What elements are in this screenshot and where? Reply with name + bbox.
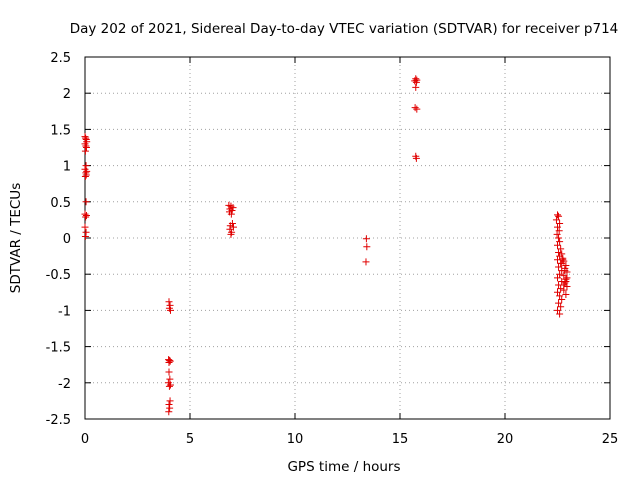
data-point-marker xyxy=(81,210,89,218)
plot-frame xyxy=(84,56,611,420)
y-tick-label: -1 xyxy=(58,304,71,319)
data-point-marker xyxy=(81,223,89,231)
y-tick-label: -1.5 xyxy=(46,341,71,356)
x-tick-label: 5 xyxy=(186,432,194,447)
y-tick-label: -2 xyxy=(58,377,71,392)
data-point-marker xyxy=(556,292,564,300)
data-point-marker xyxy=(411,104,419,112)
data-point-marker xyxy=(555,227,563,235)
data-point-marker xyxy=(412,83,420,91)
data-point-marker xyxy=(81,172,89,180)
data-point-marker xyxy=(226,225,234,233)
data-point-marker xyxy=(82,162,90,170)
data-point-marker xyxy=(81,133,89,141)
x-tick-label: 25 xyxy=(602,432,619,447)
y-tick-label: 2 xyxy=(63,87,71,102)
y-axis-label: SDTVAR / TECUs xyxy=(8,183,24,293)
data-point-marker xyxy=(82,134,90,142)
data-point-marker xyxy=(82,144,90,151)
data-point-marker xyxy=(166,306,174,314)
y-tick-label: -2.5 xyxy=(46,413,71,428)
chart-title: Day 202 of 2021, Sidereal Day-to-day VTE… xyxy=(70,21,619,37)
data-point-marker xyxy=(555,263,563,271)
data-point-marker xyxy=(82,228,90,236)
data-point-marker xyxy=(558,296,566,304)
x-tick-label: 0 xyxy=(81,432,89,447)
data-point-marker xyxy=(556,238,564,246)
grid xyxy=(85,57,610,419)
data-point-marker xyxy=(81,147,89,155)
data-point-marker xyxy=(412,78,420,86)
data-point-marker xyxy=(82,212,90,220)
data-point-marker xyxy=(553,230,561,238)
data-point-marker xyxy=(81,233,89,241)
data-point-marker xyxy=(554,241,561,249)
data-point-marker xyxy=(165,408,173,416)
data-point-marker xyxy=(557,245,565,253)
data-point-marker xyxy=(555,299,563,307)
x-axis-label: GPS time / hours xyxy=(287,459,400,475)
x-tick-label: 20 xyxy=(497,432,514,447)
data-point-marker xyxy=(227,230,235,238)
y-tick-label: -0.5 xyxy=(46,268,71,283)
x-tick-label: 15 xyxy=(392,432,409,447)
y-tick-label: 0 xyxy=(63,232,71,247)
data-point-marker xyxy=(82,213,90,221)
data-point-marker xyxy=(555,212,563,220)
data-point-marker xyxy=(166,381,174,389)
data-point-marker xyxy=(554,288,561,296)
data-point-marker xyxy=(166,357,174,365)
data-point-marker xyxy=(563,283,571,291)
data-point-marker xyxy=(560,281,568,289)
data-point-marker xyxy=(411,77,419,85)
y-tick-label: 1 xyxy=(63,160,71,175)
data-point-marker xyxy=(562,277,570,285)
data-point-marker xyxy=(229,223,237,231)
data-point-marker xyxy=(413,105,421,113)
data-point-marker xyxy=(412,154,420,162)
data-point-marker xyxy=(165,401,173,409)
data-point-marker xyxy=(362,258,370,266)
data-point-marker xyxy=(556,310,564,318)
data-point-marker xyxy=(166,375,174,383)
data-point-marker xyxy=(561,267,569,275)
data-point-marker xyxy=(555,248,563,256)
data-point-marker xyxy=(166,397,174,405)
data-point-marker xyxy=(166,404,174,412)
data-point-marker xyxy=(229,204,237,212)
data-point-marker xyxy=(165,359,173,367)
data-point-marker xyxy=(554,223,561,231)
data-point-marker xyxy=(562,290,570,298)
data-point-marker xyxy=(82,198,90,206)
data-point-marker xyxy=(562,262,570,270)
data-point-marker xyxy=(554,306,561,314)
data-points xyxy=(81,75,571,416)
data-point-marker xyxy=(556,270,564,278)
y-tick-label: 2.5 xyxy=(50,51,71,66)
data-point-marker xyxy=(165,298,173,306)
data-point-marker xyxy=(556,220,564,228)
data-point-marker xyxy=(563,274,571,282)
x-tick-label: 10 xyxy=(287,432,304,447)
data-point-marker xyxy=(557,303,565,311)
data-point-marker xyxy=(554,274,561,282)
data-point-marker xyxy=(554,211,561,219)
axes: 0 5 10 15 20 25 -2.5 -2 -1.5 -1 -0.5 0 0.5 1 1.5 2 2.5 xyxy=(46,51,619,447)
data-point-marker xyxy=(555,234,563,242)
data-point-marker xyxy=(559,256,567,264)
data-point-marker xyxy=(165,368,173,376)
y-tick-label: 1.5 xyxy=(50,123,71,138)
data-point-marker xyxy=(227,210,235,218)
data-point-marker xyxy=(552,216,560,224)
data-point-marker xyxy=(82,171,90,179)
data-point-marker xyxy=(165,382,173,390)
data-point-marker xyxy=(363,243,371,251)
data-point-marker xyxy=(557,285,565,293)
data-point-marker xyxy=(362,235,370,243)
y-tick-label: 0.5 xyxy=(50,196,71,211)
data-point-marker xyxy=(558,259,566,267)
